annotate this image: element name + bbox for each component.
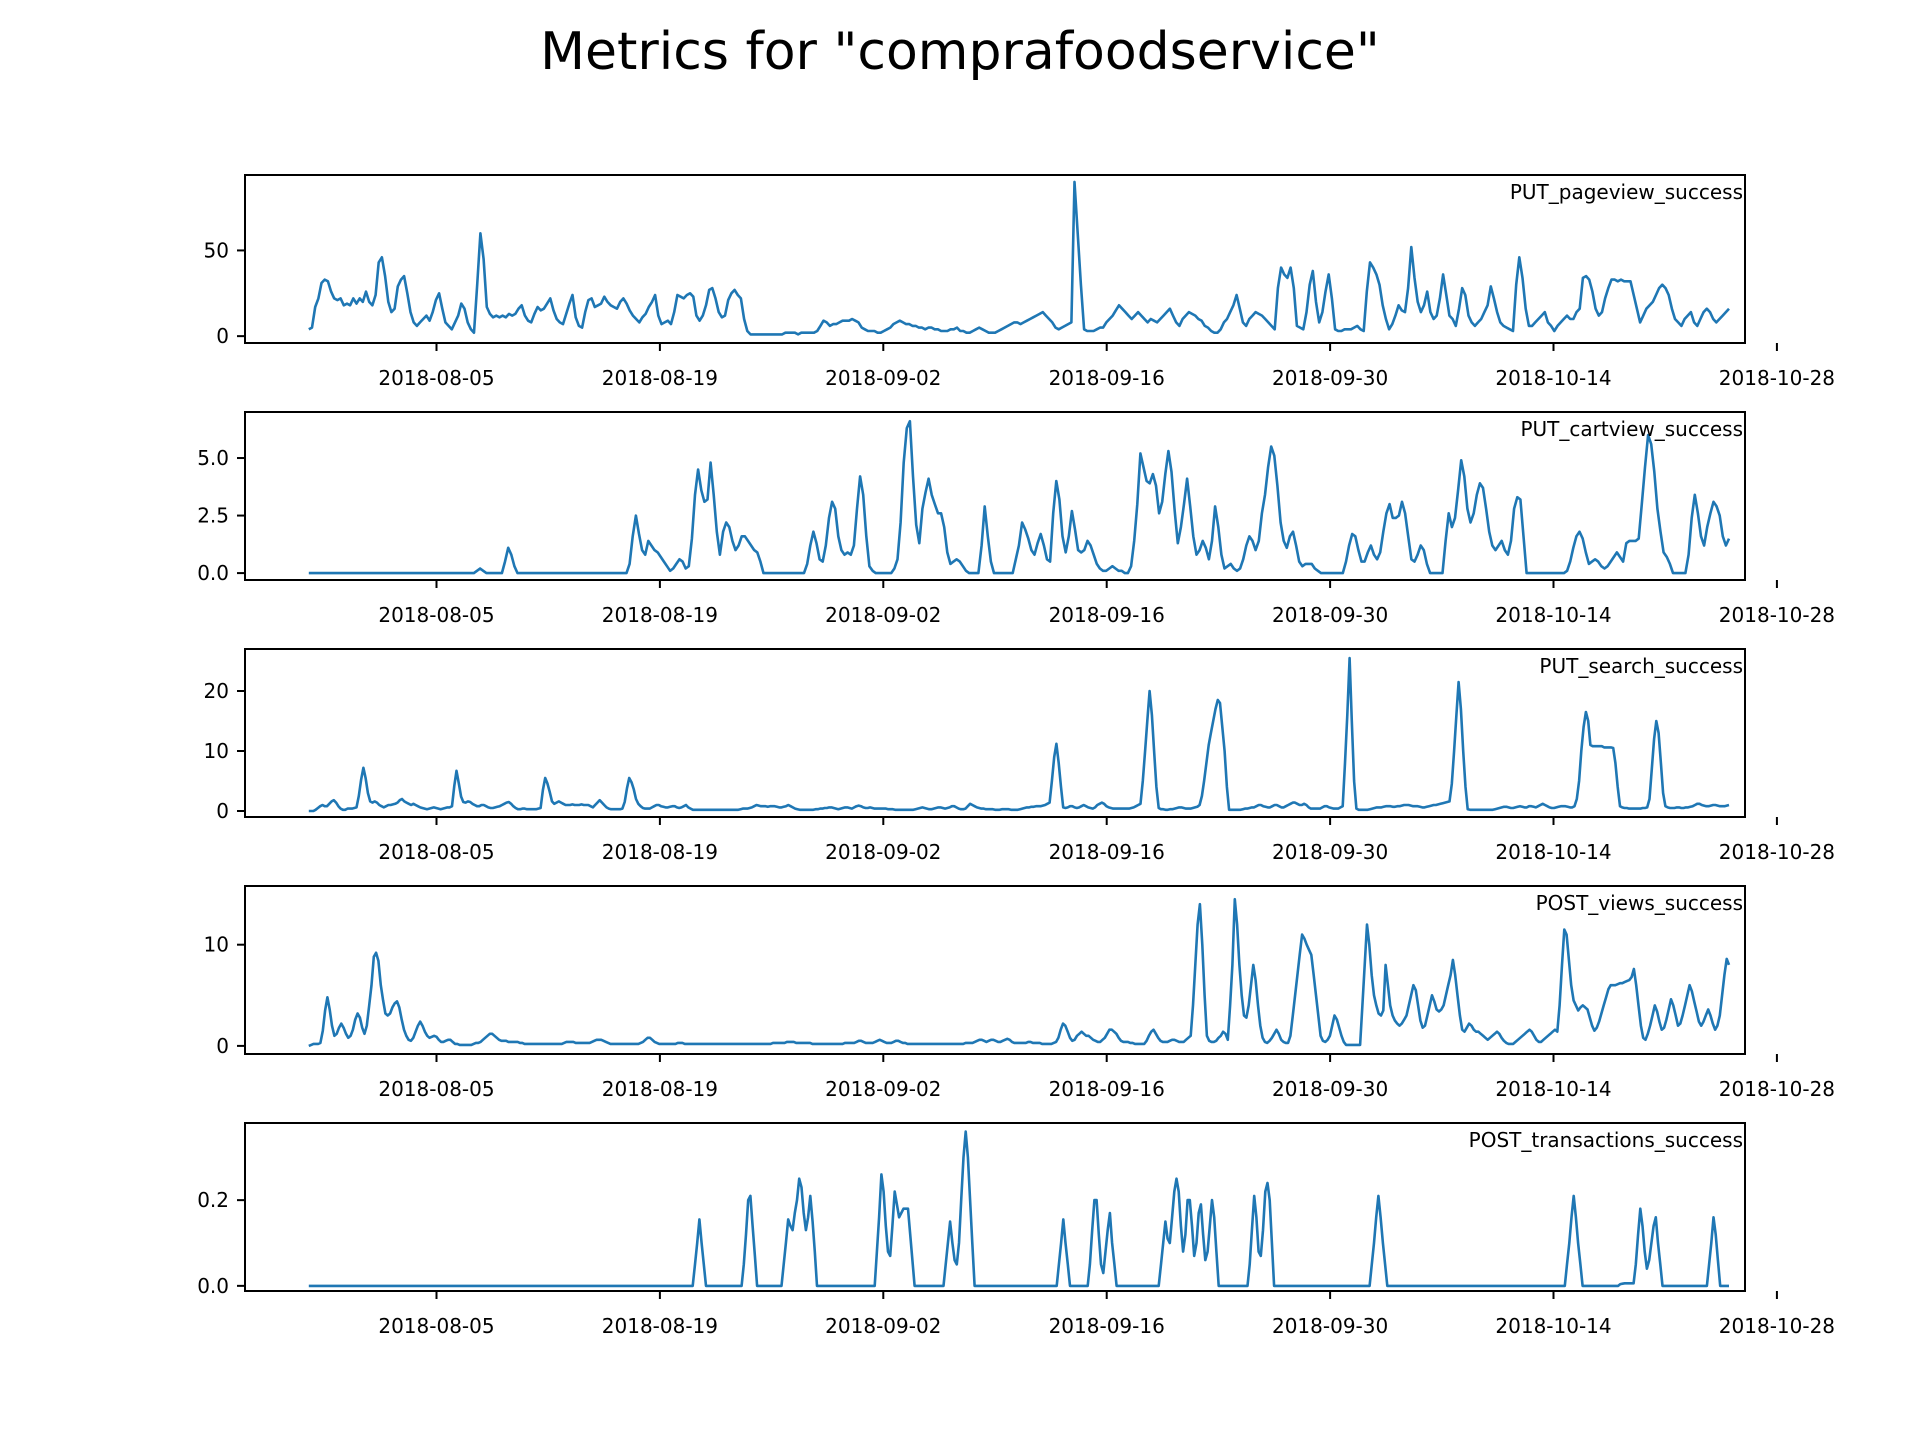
series-line-PUT_cartview_success [308, 419, 1731, 575]
series-line-POST_views_success [308, 897, 1731, 1048]
x-tick-label: 2018-09-30 [1272, 1314, 1388, 1338]
x-tick-label: 2018-08-05 [378, 1314, 494, 1338]
axes-frame [244, 411, 1746, 581]
y-tick-label: 50 [204, 238, 229, 262]
y-tick-label: 0 [216, 799, 229, 823]
x-tick-label: 2018-08-19 [602, 603, 718, 627]
x-tick-label: 2018-09-16 [1049, 1077, 1165, 1101]
x-tick-label: 2018-10-28 [1719, 1314, 1835, 1338]
x-tick-label: 2018-10-14 [1495, 1077, 1611, 1101]
panel-PUT_cartview_success: 0.0 2.5 5.0 2018-08-05 2018-08-19 2018-09-02 2… [197, 411, 1835, 627]
x-tick-label: 2018-10-28 [1719, 603, 1835, 627]
series-label: POST_transactions_success [1469, 1128, 1743, 1152]
x-tick-label: 2018-10-28 [1719, 1077, 1835, 1101]
axes-frame [244, 1122, 1746, 1292]
y-tick-label: 10 [204, 933, 229, 957]
panel-PUT_search_success: 0 10 20 2018-08-05 2018-08-19 2018-09-02 2018-… [204, 648, 1835, 864]
x-tick-label: 2018-09-02 [825, 1314, 941, 1338]
x-tick-label: 2018-10-14 [1495, 366, 1611, 390]
x-tick-label: 2018-09-02 [825, 603, 941, 627]
x-tick-label: 2018-09-30 [1272, 603, 1388, 627]
y-tick-label: 20 [204, 679, 229, 703]
panel-PUT_pageview_success: 0 50 2018-08-05 2018-08-19 2018-09-02 2018-09… [204, 174, 1835, 390]
x-tick-label: 2018-08-05 [378, 1077, 494, 1101]
x-tick-label: 2018-10-28 [1719, 840, 1835, 864]
x-tick-label: 2018-09-16 [1049, 603, 1165, 627]
x-tick-label: 2018-09-02 [825, 840, 941, 864]
series-line-POST_transactions_success [308, 1130, 1729, 1288]
x-tick-label: 2018-08-19 [602, 366, 718, 390]
series-line-PUT_search_success [308, 656, 1730, 813]
x-tick-label: 2018-10-14 [1495, 1314, 1611, 1338]
x-tick-label: 2018-08-19 [602, 1077, 718, 1101]
series-line-PUT_pageview_success [308, 180, 1730, 336]
y-tick-label: 0.2 [197, 1188, 229, 1212]
y-tick-label: 10 [204, 739, 229, 763]
y-tick-label: 2.5 [197, 504, 229, 528]
series-label: PUT_pageview_success [1510, 180, 1743, 204]
y-tick-label: 0 [216, 1034, 229, 1058]
x-tick-label: 2018-09-16 [1049, 1314, 1165, 1338]
series-label: PUT_cartview_success [1520, 417, 1743, 441]
y-tick-label: 5.0 [197, 446, 229, 470]
panel-POST_transactions_success: 0.0 0.2 2018-08-05 2018-08-19 2018-09-02 2018… [197, 1122, 1835, 1338]
x-tick-label: 2018-08-19 [602, 840, 718, 864]
y-tick-label: 0 [216, 324, 229, 348]
x-tick-label: 2018-10-28 [1719, 366, 1835, 390]
chart-title: Metrics for "comprafoodservice" [540, 22, 1380, 82]
x-tick-label: 2018-10-14 [1495, 603, 1611, 627]
axes-frame [244, 648, 1746, 818]
y-tick-label: 0.0 [197, 561, 229, 585]
x-tick-label: 2018-09-02 [825, 1077, 941, 1101]
axes-frame [244, 174, 1746, 344]
series-label: POST_views_success [1536, 891, 1743, 915]
x-tick-label: 2018-09-30 [1272, 840, 1388, 864]
x-tick-label: 2018-09-30 [1272, 1077, 1388, 1101]
x-tick-label: 2018-09-02 [825, 366, 941, 390]
x-tick-label: 2018-09-30 [1272, 366, 1388, 390]
x-tick-label: 2018-10-14 [1495, 840, 1611, 864]
x-tick-label: 2018-09-16 [1049, 366, 1165, 390]
x-tick-label: 2018-08-05 [378, 603, 494, 627]
x-tick-label: 2018-09-16 [1049, 840, 1165, 864]
axes-frame [244, 885, 1746, 1055]
x-tick-label: 2018-08-19 [602, 1314, 718, 1338]
x-tick-label: 2018-08-05 [378, 840, 494, 864]
y-tick-label: 0.0 [197, 1274, 229, 1298]
panel-POST_views_success: 0 10 2018-08-05 2018-08-19 2018-09-02 2018-09… [204, 885, 1835, 1101]
series-label: PUT_search_success [1539, 654, 1743, 678]
x-tick-label: 2018-08-05 [378, 366, 494, 390]
